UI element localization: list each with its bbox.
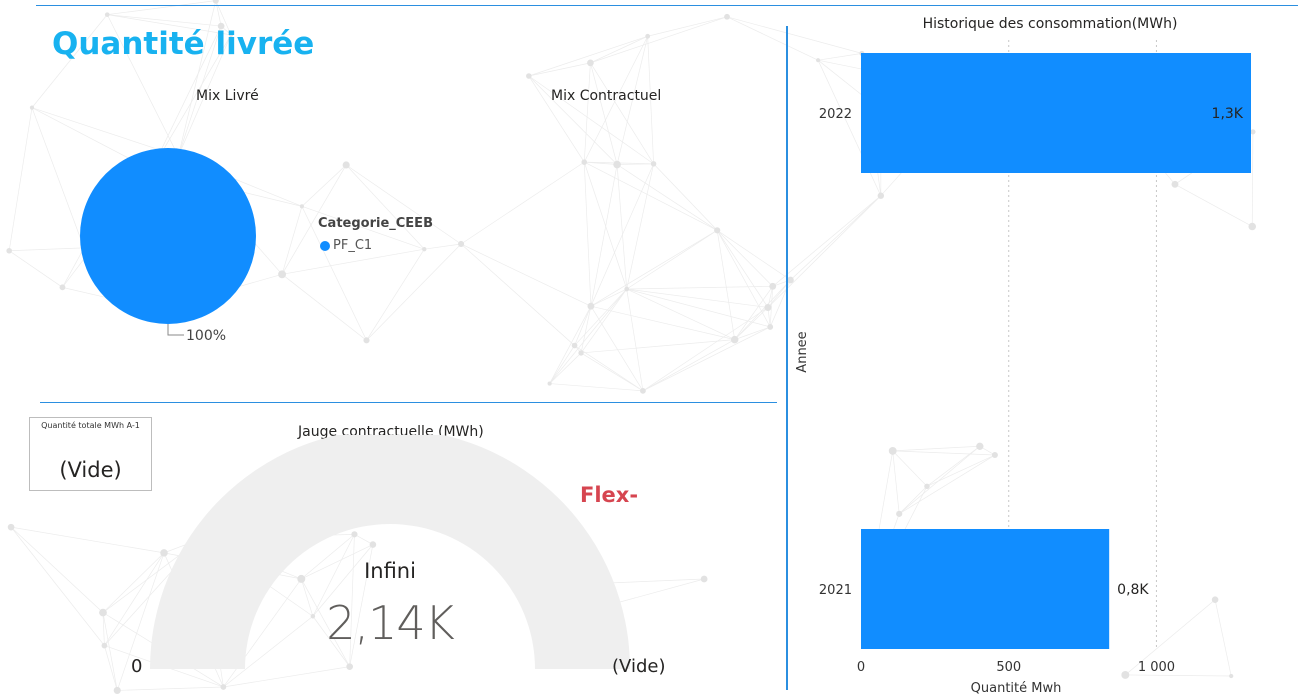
pie-label-leader — [167, 324, 184, 336]
kpi-card-quantite-totale[interactable]: Quantité totale MWh A-1 (Vide) — [29, 417, 152, 491]
legend-item-pf-c1[interactable]: PF_C1 — [320, 238, 372, 253]
legend-title: Categorie_CEEB — [318, 216, 433, 231]
kpi-card-label: Quantité totale MWh A-1 — [41, 421, 140, 430]
y-tick-label: 2021 — [819, 583, 852, 598]
pie-slice-label: 100% — [186, 328, 226, 344]
gauge-track — [150, 435, 630, 669]
gauge-chart[interactable] — [140, 435, 640, 675]
bar-data-label: 0,8K — [1117, 582, 1149, 598]
horizontal-divider — [40, 402, 777, 403]
page-title: Quantité livrée — [52, 26, 315, 62]
x-axis-label: Quantité Mwh — [971, 681, 1062, 695]
legend-item-label: PF_C1 — [333, 238, 373, 253]
bar-2021[interactable] — [861, 529, 1110, 649]
bar-data-label: 1,3K — [1212, 106, 1244, 122]
vertical-divider — [786, 26, 788, 690]
consumption-bar-chart[interactable]: 0 500 1 000 2022 1,3K 2021 0,8K Quantité Mwh Ann… — [790, 30, 1305, 695]
y-tick-label: 2022 — [819, 107, 852, 122]
y-axis-label: Annee — [795, 331, 810, 372]
bar-2022[interactable] — [861, 53, 1251, 173]
gauge-value: 2,14K — [326, 596, 455, 650]
mix-livre-pie-chart[interactable]: 100% — [60, 130, 320, 360]
gauge-center-label: Infini — [364, 559, 416, 583]
kpi-card-value: (Vide) — [59, 458, 122, 482]
gauge-max-label: (Vide) — [612, 656, 666, 677]
x-tick-label: 0 — [857, 660, 865, 675]
legend-dot — [320, 240, 330, 251]
x-tick-label: 500 — [996, 660, 1021, 675]
top-divider — [36, 5, 1298, 6]
mix-livre-title: Mix Livré — [196, 88, 259, 104]
gauge-min-label: 0 — [131, 656, 143, 677]
mix-contractuel-title: Mix Contractuel — [551, 88, 662, 104]
pie-slice-pf-c1[interactable] — [80, 148, 256, 324]
bar-chart-title: Historique des consommation(MWh) — [922, 16, 1178, 32]
x-tick-label: 1 000 — [1138, 660, 1175, 675]
flex-label: Flex- — [580, 483, 639, 507]
